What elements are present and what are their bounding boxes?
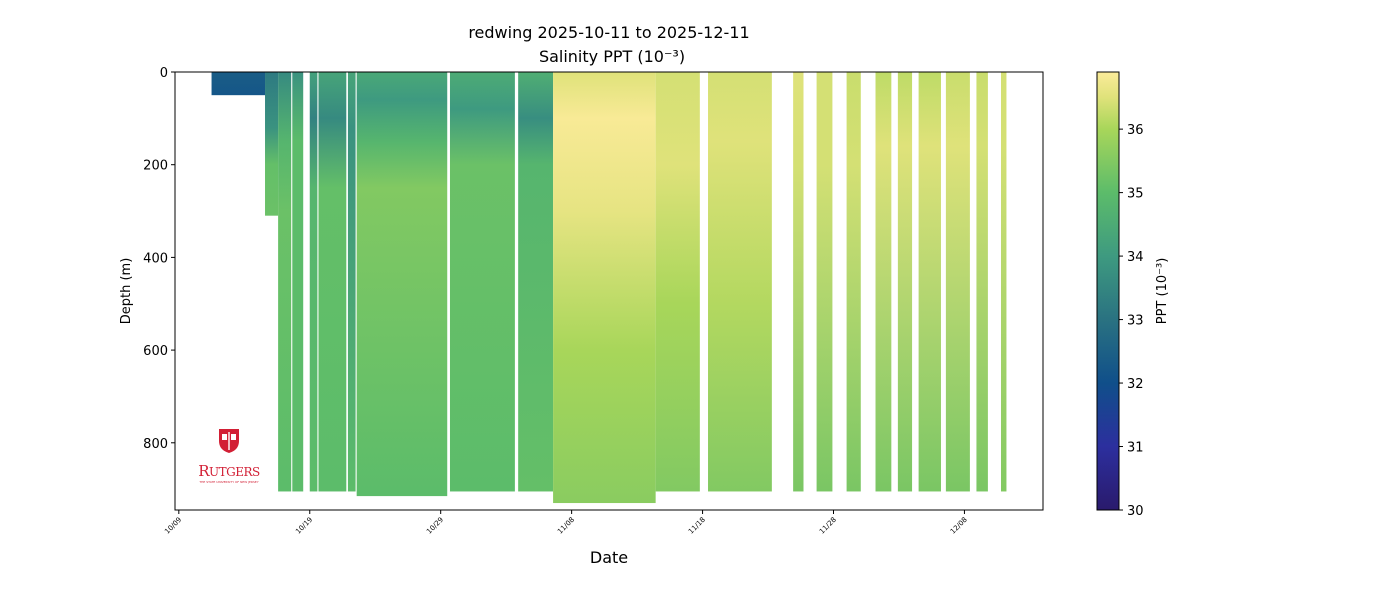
chart-title: redwing 2025-10-11 to 2025-12-11	[468, 23, 749, 42]
colorbar-tick-label: 30	[1127, 504, 1144, 519]
y-tick-label: 600	[143, 344, 168, 359]
profile-segment	[655, 72, 700, 492]
colorbar-tick-label: 35	[1127, 187, 1144, 202]
profile-segment	[518, 72, 554, 492]
colorbar-tick-label: 34	[1127, 250, 1144, 265]
x-axis-label: Date	[590, 548, 628, 567]
chart-subtitle: Salinity PPT (10⁻³)	[539, 47, 685, 66]
y-tick-label: 200	[143, 159, 168, 174]
colorbar-axis: 30 31 32 33 34 35 36	[1119, 123, 1144, 519]
profile-segment	[265, 72, 279, 216]
profile-segment	[846, 72, 861, 492]
x-tick-label: 12/08	[949, 516, 969, 536]
x-tick-label: 11/28	[818, 516, 838, 536]
profile-segment	[318, 72, 347, 492]
profile-segment	[211, 72, 266, 96]
x-tick-label: 10/29	[425, 516, 445, 536]
profile-segment	[897, 72, 913, 492]
profile-segment	[1000, 72, 1007, 492]
profile-segment	[945, 72, 970, 492]
shield-icon	[219, 429, 239, 453]
rutgers-logo: RUTGERS THE STATE UNIVERSITY OF NEW JERS…	[190, 428, 268, 488]
profile-segment	[793, 72, 804, 492]
profile-segment	[449, 72, 515, 492]
x-tick-label: 10/19	[294, 516, 314, 536]
profile-segment	[816, 72, 833, 492]
colorbar	[1096, 71, 1120, 511]
colorbar-label: PPT (10⁻³)	[1155, 258, 1170, 325]
profile-segment	[356, 72, 448, 497]
x-tick-label: 11/08	[556, 516, 576, 536]
x-axis: 10/09 10/19 10/29 11/08 11/18 11/28 12/08	[163, 510, 969, 536]
y-tick-label: 400	[143, 251, 168, 266]
data-segments	[211, 72, 1007, 504]
plot-frame	[174, 71, 1044, 511]
colorbar-tick-label: 36	[1127, 123, 1144, 138]
profile-segment	[278, 72, 292, 492]
profile-segment	[875, 72, 892, 492]
y-axis-label: Depth (m)	[119, 258, 134, 325]
y-tick-label: 800	[143, 437, 168, 452]
profile-segment	[976, 72, 988, 492]
profile-segment	[292, 72, 304, 492]
colorbar-tick-label: 31	[1127, 441, 1144, 456]
profile-segment	[708, 72, 772, 492]
profile-segment	[918, 72, 941, 492]
y-axis: 0 200 400 600 800	[143, 66, 175, 452]
colorbar-tick-label: 33	[1127, 314, 1144, 329]
x-tick-label: 10/09	[163, 516, 183, 536]
y-tick-label: 0	[160, 66, 168, 81]
profile-segment	[309, 72, 318, 492]
colorbar-tick-label: 32	[1127, 377, 1144, 392]
profile-segment	[347, 72, 356, 492]
x-tick-label: 11/18	[687, 516, 707, 536]
profile-segment	[553, 72, 656, 504]
